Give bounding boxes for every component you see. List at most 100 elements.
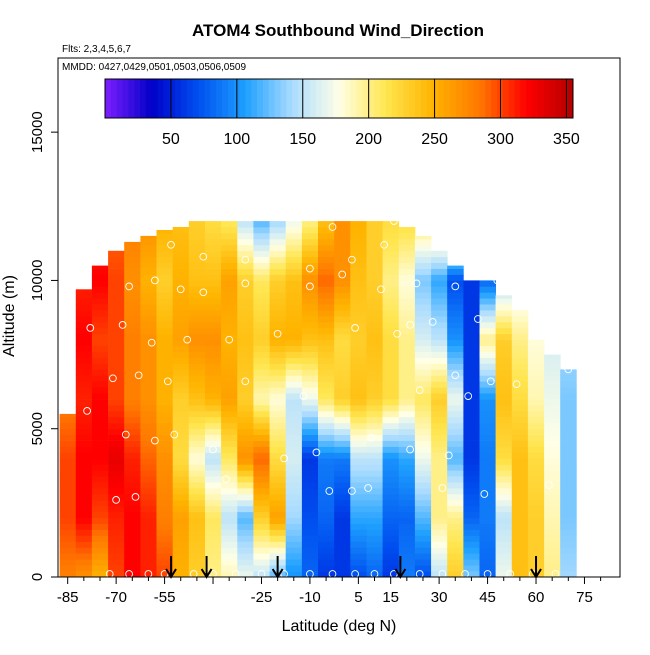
heatmap-cell bbox=[414, 321, 432, 329]
heatmap-cell bbox=[221, 351, 238, 358]
heatmap-cell bbox=[269, 517, 287, 524]
heatmap-cell bbox=[495, 523, 513, 530]
heatmap-cell bbox=[414, 434, 432, 441]
heatmap-cell bbox=[205, 381, 222, 388]
heatmap-cell bbox=[463, 571, 480, 578]
heatmap-cell bbox=[414, 482, 432, 489]
observation-point bbox=[109, 374, 117, 383]
heatmap-cell bbox=[301, 381, 319, 388]
heatmap-cell bbox=[156, 399, 173, 406]
heatmap-cell bbox=[91, 422, 109, 430]
heatmap-cell bbox=[156, 476, 173, 483]
heatmap-cell bbox=[527, 434, 545, 441]
heatmap-cell bbox=[237, 227, 254, 234]
heatmap-cell bbox=[188, 333, 206, 341]
heatmap-cell bbox=[382, 535, 400, 542]
heatmap-cell bbox=[253, 238, 270, 246]
heatmap-cell bbox=[91, 547, 109, 554]
heatmap-cell bbox=[301, 375, 319, 382]
heatmap-cell bbox=[366, 345, 383, 352]
heatmap-cell bbox=[495, 375, 513, 382]
heatmap-cell bbox=[108, 327, 125, 335]
heatmap-cell bbox=[495, 488, 513, 495]
heatmap-cell bbox=[124, 422, 141, 430]
x-tick-label: -55 bbox=[154, 589, 176, 606]
heatmap-cell bbox=[188, 547, 206, 554]
heatmap-cell bbox=[463, 399, 480, 406]
heatmap-cell bbox=[237, 488, 254, 495]
heatmap-cell bbox=[350, 333, 367, 341]
heatmap-cell bbox=[253, 268, 270, 275]
heatmap-cell bbox=[431, 499, 448, 507]
heatmap-cell bbox=[447, 357, 464, 364]
heatmap-cell bbox=[253, 244, 270, 252]
heatmap-cell bbox=[205, 268, 222, 275]
heatmap-cell bbox=[221, 292, 238, 299]
heatmap-cell bbox=[366, 238, 383, 246]
heatmap-cell bbox=[269, 369, 287, 376]
heatmap-cell bbox=[479, 416, 496, 424]
heatmap-cell bbox=[431, 333, 448, 341]
heatmap-cell bbox=[366, 286, 383, 293]
heatmap-cell bbox=[366, 541, 383, 548]
heatmap-cell bbox=[156, 316, 173, 323]
heatmap-cell bbox=[318, 292, 335, 299]
heatmap-cell bbox=[366, 268, 383, 275]
heatmap-cell bbox=[479, 387, 496, 394]
heatmap-cell bbox=[382, 482, 400, 489]
heatmap-cell bbox=[318, 333, 335, 341]
heatmap-cell bbox=[91, 488, 109, 495]
heatmap-cell bbox=[479, 410, 496, 418]
heatmap-cell bbox=[140, 494, 157, 501]
heatmap-cell bbox=[253, 369, 270, 376]
heatmap-cell bbox=[350, 452, 367, 459]
heatmap-cell bbox=[431, 286, 448, 293]
heatmap-cell bbox=[414, 452, 432, 459]
heatmap-cell bbox=[527, 458, 545, 465]
heatmap-cell bbox=[253, 310, 270, 317]
x-tick-label: 15 bbox=[382, 589, 399, 606]
heatmap-cell bbox=[91, 559, 109, 566]
heatmap-cell bbox=[91, 316, 109, 323]
heatmap-cell bbox=[124, 535, 141, 542]
heatmap-cell bbox=[544, 422, 561, 430]
heatmap-cell bbox=[463, 410, 480, 418]
heatmap-cell bbox=[318, 399, 335, 406]
heatmap-cell bbox=[285, 547, 303, 554]
heatmap-cell bbox=[140, 357, 157, 364]
heatmap-cell bbox=[544, 529, 561, 536]
heatmap-cell bbox=[366, 357, 383, 364]
heatmap-cell bbox=[414, 464, 432, 471]
heatmap-cell bbox=[495, 381, 513, 388]
heatmap-cell bbox=[237, 280, 254, 287]
heatmap-cell bbox=[414, 488, 432, 495]
colorbar-segment bbox=[327, 79, 334, 118]
heatmap-cell bbox=[237, 274, 254, 281]
heatmap-cell bbox=[124, 256, 141, 263]
heatmap-cell bbox=[172, 434, 190, 441]
heatmap-cell bbox=[318, 298, 335, 305]
heatmap-cell bbox=[318, 405, 335, 412]
heatmap-cell bbox=[91, 505, 109, 513]
heatmap-cell bbox=[318, 535, 335, 542]
heatmap-cell bbox=[269, 375, 287, 382]
heatmap-cell bbox=[205, 434, 222, 441]
heatmap-cell bbox=[124, 470, 141, 477]
heatmap-cell bbox=[382, 458, 400, 465]
heatmap-cell bbox=[285, 428, 303, 435]
heatmap-cell bbox=[269, 274, 287, 281]
heatmap-cell bbox=[269, 434, 287, 441]
heatmap-cell bbox=[495, 452, 513, 459]
heatmap-cell bbox=[511, 310, 529, 317]
heatmap-cell bbox=[463, 292, 480, 299]
heatmap-cell bbox=[221, 262, 238, 269]
heatmap-cell bbox=[75, 541, 93, 548]
heatmap-cell bbox=[431, 547, 448, 554]
heatmap-cell bbox=[414, 292, 432, 299]
heatmap-cell bbox=[382, 559, 400, 566]
heatmap-cell bbox=[334, 571, 351, 578]
heatmap-cell bbox=[172, 375, 190, 382]
heatmap-cell bbox=[334, 339, 351, 346]
heatmap-cell bbox=[495, 387, 513, 394]
heatmap-cell bbox=[285, 511, 303, 519]
